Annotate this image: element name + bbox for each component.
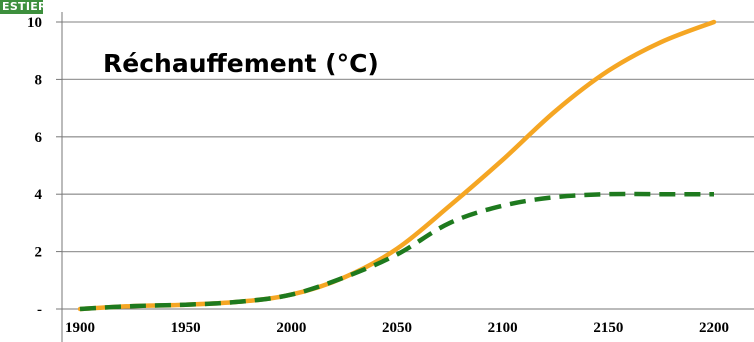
y-tick-label: -: [37, 302, 42, 318]
x-tick-label: 2000: [276, 320, 306, 336]
x-tick-label: 1950: [171, 320, 201, 336]
publisher-badge: ESTIERS: [0, 0, 43, 14]
x-axis-ticks: 1900 1950 2000 2050 2100 2150 2200: [65, 320, 729, 336]
y-tick-label: 10: [27, 15, 42, 31]
y-axis-ticks: - 2 4 6 8 10: [27, 15, 62, 318]
series-line-dashed-green: [79, 191, 714, 312]
x-tick-label: 2200: [699, 320, 729, 336]
x-tick-label: 2050: [382, 320, 412, 336]
x-tick-label: 1900: [65, 320, 95, 336]
chart-title: Réchauffement (°C): [103, 49, 379, 78]
y-tick-label: 2: [35, 245, 43, 261]
badge-text: ESTIERS: [2, 0, 43, 13]
y-tick-label: 4: [35, 187, 43, 203]
x-tick-label: 2150: [593, 320, 623, 336]
y-tick-label: 8: [35, 72, 43, 88]
series-group: [77, 19, 717, 312]
y-tick-label: 6: [35, 130, 43, 146]
x-tick-label: 2100: [488, 320, 518, 336]
